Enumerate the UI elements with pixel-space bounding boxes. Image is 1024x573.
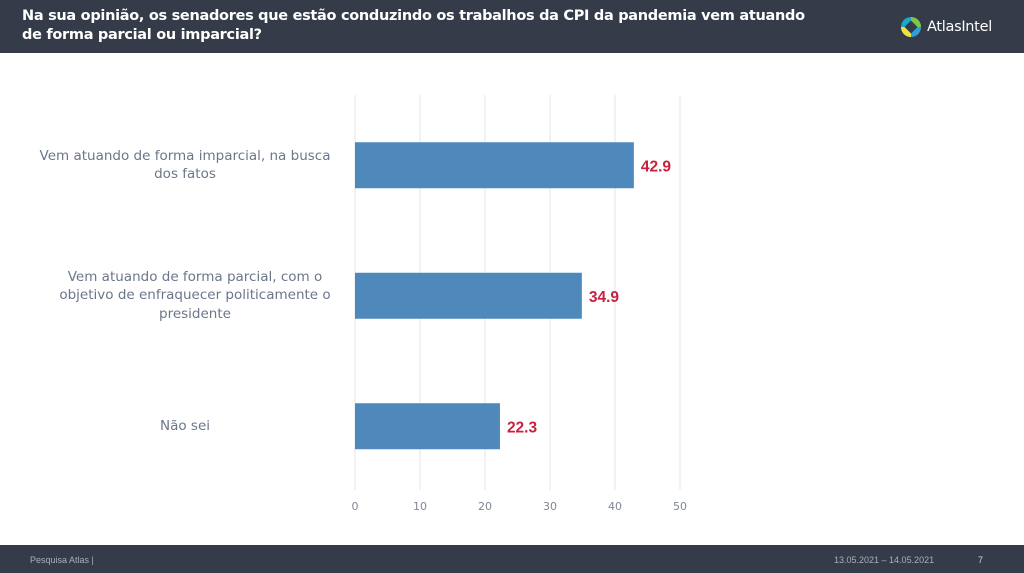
- value-label: 42.9: [641, 158, 672, 175]
- x-tick-label: 50: [673, 500, 687, 513]
- x-tick-label: 30: [543, 500, 557, 513]
- category-label: Não sei: [159, 417, 210, 434]
- category-label: Vem atuando de forma imparcial, na busca…: [39, 147, 331, 183]
- category-label: Vem atuando de forma parcial, com o obje…: [59, 268, 331, 322]
- header-bar: Na sua opinião, os senadores que estão c…: [0, 0, 1024, 53]
- page-title: Na sua opinião, os senadores que estão c…: [22, 8, 805, 43]
- bar: [355, 272, 582, 319]
- x-tick-label: 20: [478, 500, 492, 513]
- value-label: 22.3: [507, 419, 538, 436]
- bar: [355, 403, 500, 450]
- atlasintel-logo-icon: [901, 17, 921, 37]
- footer-bar: Pesquisa Atlas | 13.05.2021 – 14.05.2021…: [0, 545, 1024, 573]
- brand-logo: AtlasIntel: [900, 14, 992, 40]
- x-tick-label: 0: [352, 500, 359, 513]
- bar-chart: 0 10 20 30 40 50 42.9 34.9 22.3 Vem atuando de f…: [0, 53, 1024, 545]
- logo-text: AtlasIntel: [927, 19, 992, 35]
- bar: [355, 142, 634, 189]
- value-label: 34.9: [589, 289, 620, 306]
- footer-source: Pesquisa Atlas |: [30, 555, 94, 565]
- footer-date-range: 13.05.2021 – 14.05.2021: [834, 555, 935, 565]
- x-tick-label: 10: [413, 500, 427, 513]
- page-number: 7: [978, 555, 984, 565]
- x-tick-label: 40: [608, 500, 622, 513]
- chart-svg: 0 10 20 30 40 50 42.9 34.9 22.3: [352, 95, 687, 513]
